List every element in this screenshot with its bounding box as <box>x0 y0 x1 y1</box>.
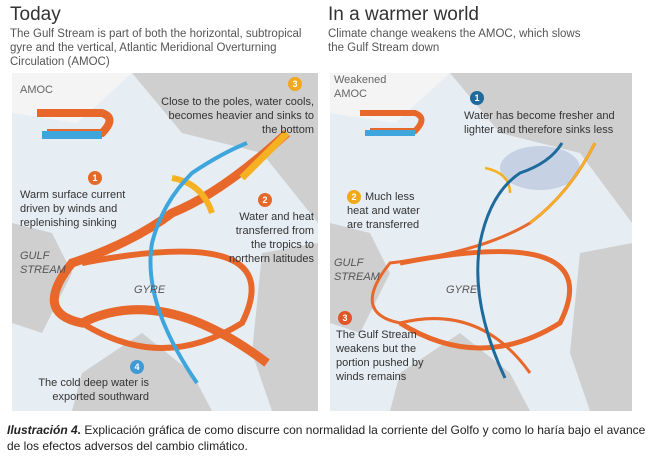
gulf-stream-label: GULF STREAM <box>334 257 380 283</box>
step-1-text: Warm surface current driven by winds and… <box>20 189 126 229</box>
step-2-text: Water and heat transferred from the trop… <box>229 211 314 265</box>
amoc-label: AMOC <box>20 84 53 96</box>
caption-text: Explicación gráfica de como discurre con… <box>7 423 646 453</box>
right-title: In a warmer world <box>328 4 479 25</box>
step-1-text: Water has become fresher and lighter and… <box>464 110 615 136</box>
gulf-stream-label: GULF STREAM <box>20 250 66 276</box>
step-1-badge: 1 <box>470 91 484 105</box>
left-title: Today <box>10 4 61 25</box>
step-1-badge: 1 <box>88 171 102 185</box>
weakened-amoc-label: Weakened AMOC <box>334 74 387 100</box>
left-subtitle: The Gulf Stream is part of both the hori… <box>10 28 302 68</box>
gyre-label: GYRE <box>134 284 166 296</box>
warmer-currents <box>330 73 632 411</box>
step-2-badge: 2 <box>347 190 361 204</box>
right-subtitle: Climate change weakens the AMOC, which s… <box>328 28 581 54</box>
warmer-map: Weakened AMOC GULF STREAM GYRE 1 Water h… <box>330 73 632 411</box>
step-4-text: The cold deep water is exported southwar… <box>38 377 149 403</box>
caption-label: Ilustración 4. <box>7 423 82 437</box>
figure-caption: Ilustración 4. Explicación gráfica de co… <box>7 422 657 454</box>
step-3-badge: 3 <box>288 77 302 91</box>
step-2-badge: 2 <box>258 193 272 207</box>
step-4-badge: 4 <box>130 360 144 374</box>
step-3-text: The Gulf Stream weakens but the portion … <box>336 329 424 383</box>
step-3-badge: 3 <box>338 311 352 325</box>
today-map: AMOC GULF STREAM GYRE 3 Close to the pol… <box>12 73 318 411</box>
step-3-text: Close to the poles, water cools, becomes… <box>161 96 314 136</box>
today-currents <box>12 73 318 411</box>
gyre-label: GYRE <box>446 284 478 296</box>
step-2-text: Much less heat and water are transferred <box>347 191 420 231</box>
